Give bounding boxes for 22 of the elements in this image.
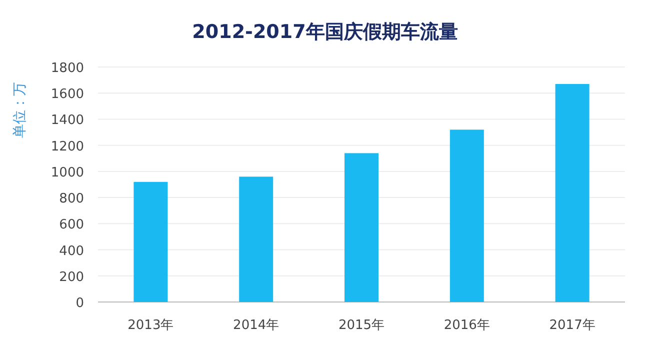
y-tick-label: 600: [59, 218, 84, 233]
x-tick-label: 2013年: [128, 318, 174, 333]
bar: [239, 176, 274, 302]
y-axis-title: 单位：万: [12, 82, 28, 138]
y-tick-label: 1400: [50, 113, 84, 128]
y-tick-label: 400: [59, 244, 84, 259]
bar: [344, 153, 378, 302]
chart-title: 2012-2017年国庆假期车流量: [192, 21, 458, 43]
x-tick-label: 2017年: [549, 318, 596, 333]
x-tick-label: 2015年: [338, 318, 385, 333]
y-tick-label: 200: [59, 270, 84, 285]
y-tick-label: 1200: [50, 139, 84, 154]
y-tick-label: 0: [76, 296, 84, 311]
bar: [555, 84, 590, 302]
x-tick-label: 2014年: [233, 318, 280, 333]
y-tick-label: 1000: [50, 165, 84, 180]
y-tick-label: 1800: [50, 61, 84, 76]
y-tick-label: 1600: [50, 87, 84, 102]
x-tick-label: 2016年: [444, 318, 490, 333]
bar: [134, 182, 168, 302]
bar: [450, 130, 484, 302]
y-tick-label: 800: [59, 192, 84, 207]
